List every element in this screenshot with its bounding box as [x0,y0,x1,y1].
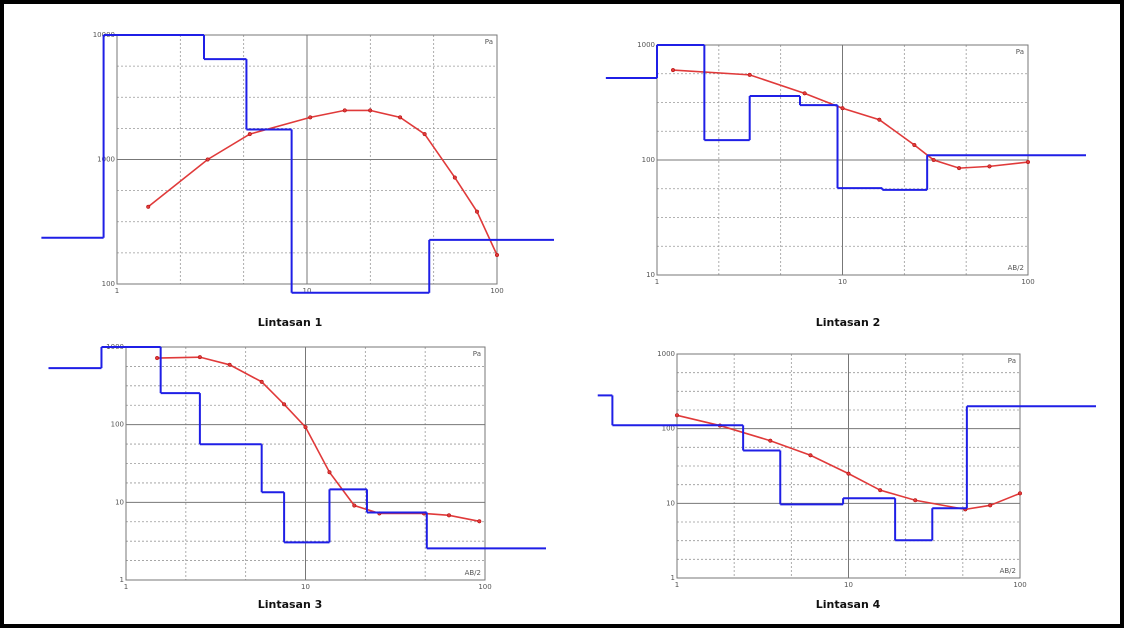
x-tick-label: 1 [655,278,659,286]
data-point [931,157,936,163]
data-point [474,209,480,214]
y-tick-label: 10 [115,498,124,506]
data-point [247,132,252,137]
x-tick-label: 10 [301,583,310,591]
x-tick-label: 100 [1013,581,1026,589]
data-point [327,470,332,475]
chart: 1 10 100 1 10 100 1000 Pa AB/2 Lintasan 4 [597,350,1096,611]
y-tick-label: 1000 [97,156,115,164]
data-point [674,413,680,418]
data-point [957,166,962,171]
x-tick-label: 10 [303,287,312,295]
x-tick-label: 100 [478,583,491,591]
apparent-curve [157,356,480,523]
data-point [205,157,210,162]
data-point [446,513,452,518]
data-point [913,498,918,503]
data-point [846,471,851,476]
chart-title: Lintasan 2 [816,316,881,329]
y-tick-label: 100 [642,156,655,164]
data-point [670,68,676,73]
y-tick-label: 100 [102,280,115,288]
data-point [352,503,357,508]
y-tick-label: 1 [120,576,124,584]
data-point [197,355,202,360]
data-point [878,488,883,493]
data-point [398,115,403,120]
data-point [303,425,308,430]
data-point [342,108,347,113]
data-point [1017,491,1023,496]
y-tick-label: 100 [111,421,124,429]
data-point [477,519,482,524]
x-tick-label: 10 [844,581,853,589]
y-axis-label: Pa [1016,48,1024,56]
y-axis-label: Pa [485,38,493,46]
x-tick-label: 100 [1021,278,1034,286]
data-point [368,108,373,113]
data-point [308,115,313,120]
data-point [1025,159,1031,165]
data-point [227,362,232,367]
y-tick-label: 10 [666,499,675,507]
data-point [768,438,773,443]
y-axis-label: Pa [473,350,481,358]
data-point [146,204,151,209]
x-tick-label: 1 [115,287,119,295]
y-tick-label: 1000 [657,350,675,358]
data-point [282,402,287,407]
apparent-curve [676,414,1021,511]
x-axis-label: AB/2 [1000,567,1016,575]
x-axis-label: AB/2 [465,569,481,577]
y-tick-label: 100 [662,425,675,433]
y-tick-label: 10 [646,271,655,279]
x-tick-label: 100 [490,287,503,295]
x-tick-label: 1 [675,581,679,589]
chart-title: Lintasan 3 [258,598,323,611]
data-point [422,132,427,137]
data-point [988,503,993,508]
chart-title: Lintasan 4 [816,598,881,611]
y-axis-label: Pa [1008,357,1016,365]
chart: 110100100100010000PaLintasan 1 [41,31,554,329]
x-tick-label: 10 [838,278,847,286]
data-point [802,91,807,96]
data-point [494,252,500,258]
data-point [747,72,752,77]
data-point [155,355,160,361]
x-tick-label: 1 [124,583,128,591]
data-point [840,106,845,111]
data-point [877,117,882,122]
y-tick-label: 1 [671,574,675,582]
data-point [452,175,457,180]
data-point [987,164,992,169]
chart-title: Lintasan 1 [258,316,323,329]
y-tick-label: 1000 [637,41,655,49]
data-point [808,453,813,458]
data-point [912,142,917,148]
apparent-curve [672,69,1029,169]
data-point [259,379,264,384]
x-axis-label: AB/2 [1008,264,1024,272]
